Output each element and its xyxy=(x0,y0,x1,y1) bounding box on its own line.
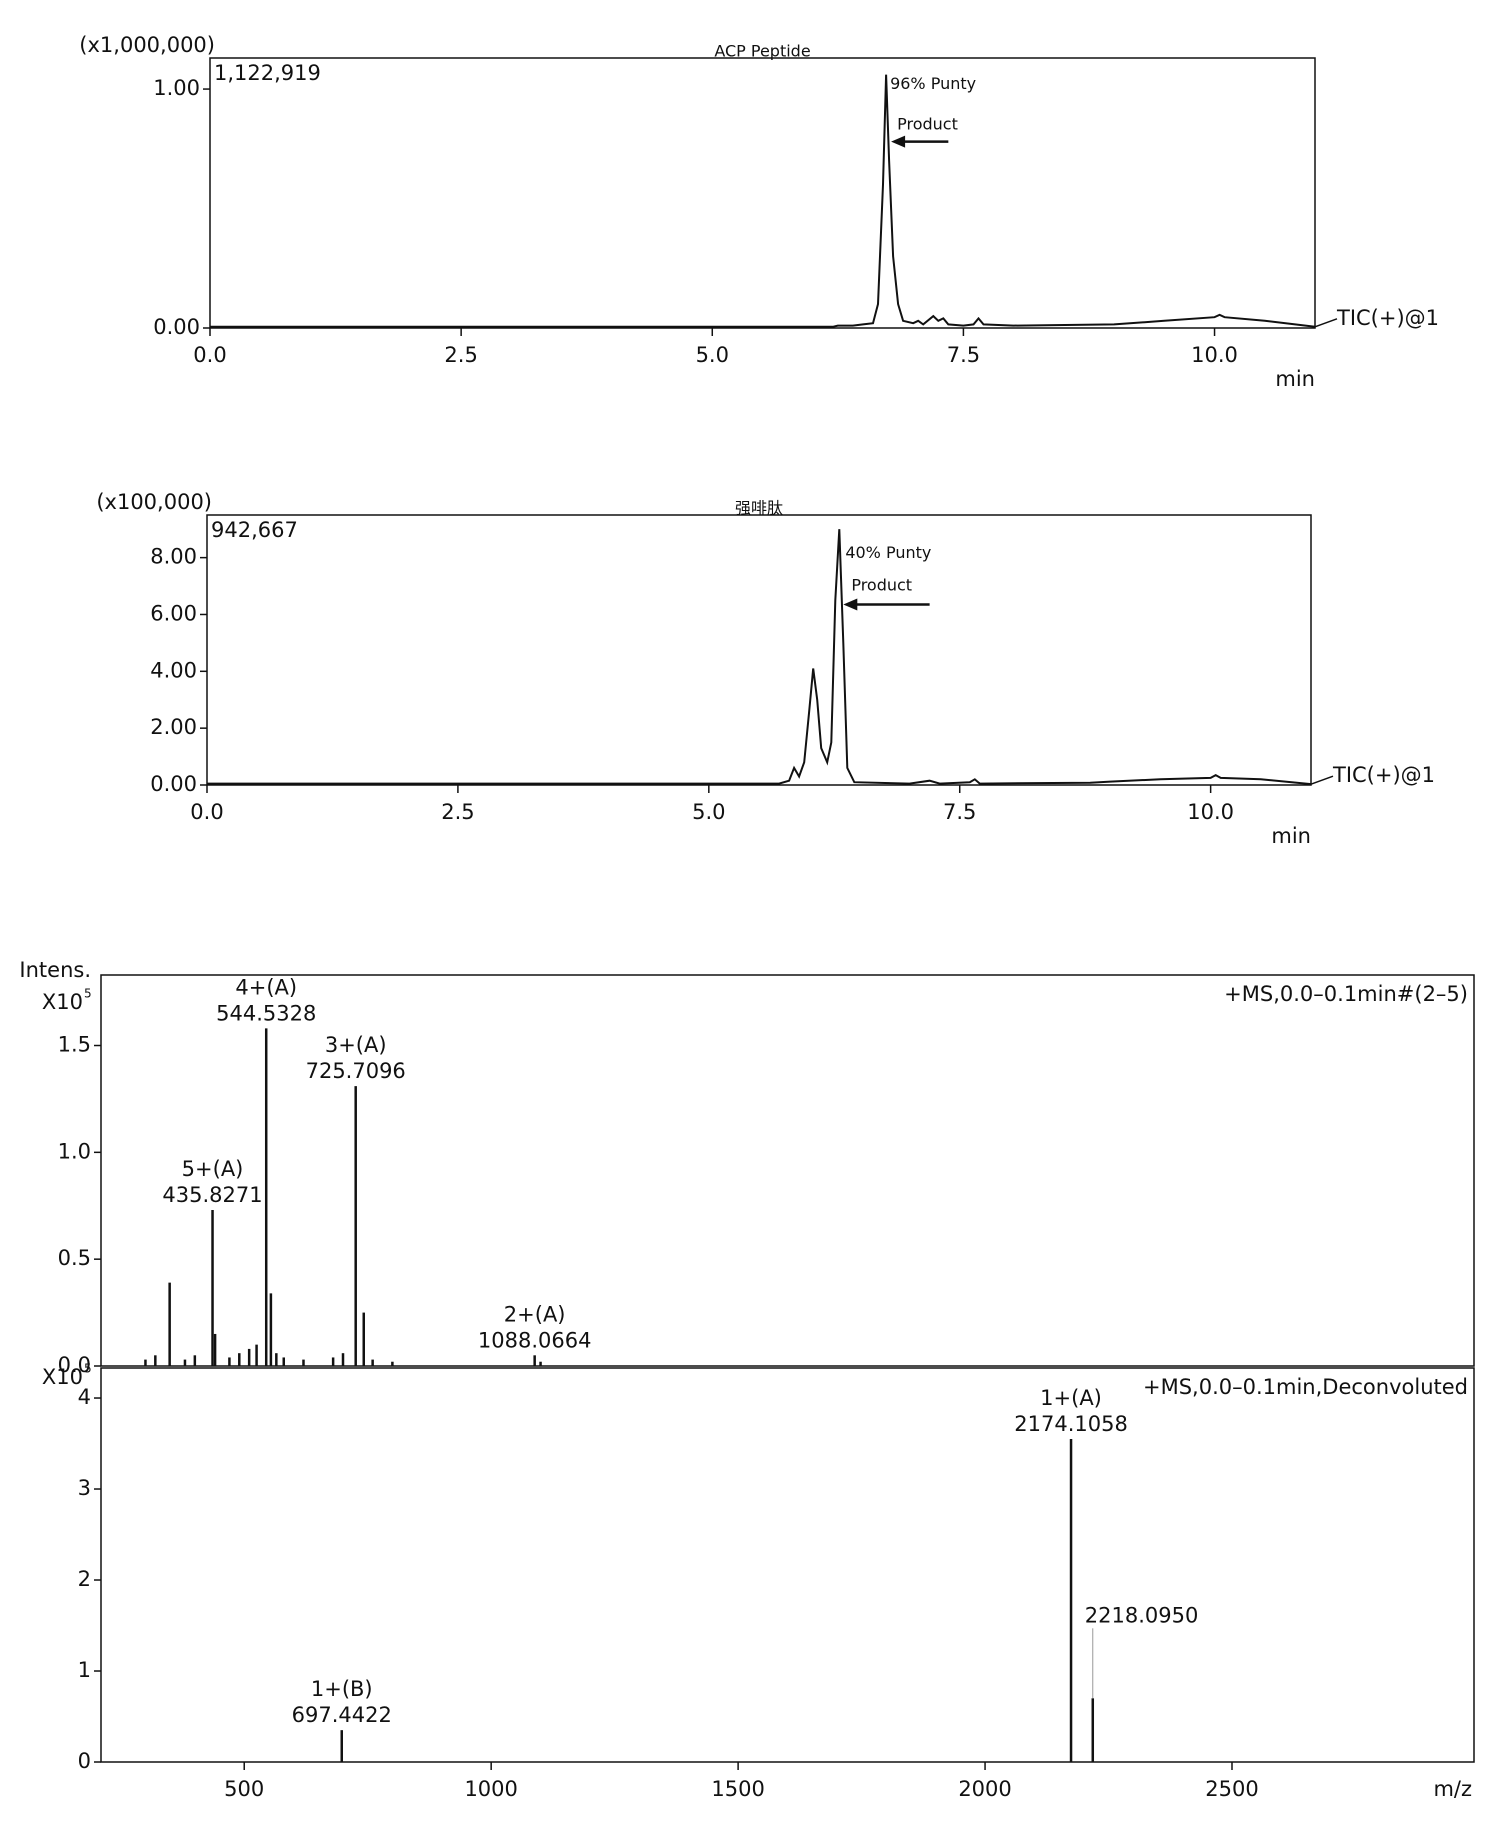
x-tick-label: 2000 xyxy=(958,1777,1011,1801)
y-tick-label: 3 xyxy=(78,1476,91,1500)
plot-frame xyxy=(206,514,1312,786)
y-tick-label: 4.00 xyxy=(150,658,197,682)
x-tick-label: 7.5 xyxy=(947,343,980,367)
x-tick-label: 0.0 xyxy=(193,343,226,367)
x-tick-label: 1500 xyxy=(711,1777,764,1801)
y-multiplier: (x1,000,000) xyxy=(79,33,215,57)
plot-frame xyxy=(209,57,1316,329)
charge-label: 3+(A) xyxy=(325,1033,387,1057)
y-tick-label: 1.0 xyxy=(58,1139,91,1163)
mz-label: 725.7096 xyxy=(306,1059,406,1083)
y-tick-label: 0.5 xyxy=(58,1246,91,1270)
annotation: 96% Punty xyxy=(890,74,976,93)
y-tick-label: 1.00 xyxy=(153,76,200,100)
y-tick-label: 4 xyxy=(78,1385,91,1409)
trace-line xyxy=(207,529,1312,786)
x-tick-label: 1000 xyxy=(464,1777,517,1801)
annotation: Product xyxy=(851,576,912,595)
legend-label: +MS,0.0–0.1min,Deconvoluted xyxy=(1143,1375,1468,1399)
arrow-head xyxy=(891,135,906,148)
x-tick-label: 5.0 xyxy=(696,343,729,367)
plot-frame xyxy=(100,1367,1475,1763)
plot-frame xyxy=(100,974,1475,1367)
annotation: Product xyxy=(897,114,958,133)
mz-label: 2218.0950 xyxy=(1085,1603,1199,1627)
x-axis-label: min xyxy=(1271,824,1311,848)
y-tick-label: 1 xyxy=(78,1658,91,1682)
y-multiplier: (x100,000) xyxy=(96,490,212,514)
mz-label: 435.8271 xyxy=(162,1183,262,1207)
x-tick-label: 10.0 xyxy=(1191,343,1238,367)
trace-line xyxy=(210,74,1316,328)
charge-label: 1+(A) xyxy=(1040,1386,1102,1410)
x-tick-label: 2.5 xyxy=(444,343,477,367)
y-exponent: 5 xyxy=(84,987,92,1001)
y-tick-label: 2 xyxy=(78,1567,91,1591)
y-tick-label: 0.00 xyxy=(153,315,200,339)
chart-title: ACP Peptide xyxy=(714,42,810,61)
chart-title: 强啡肽 xyxy=(735,499,783,518)
y-tick-label: 0 xyxy=(78,1749,91,1773)
trace-label: TIC(+)@1 xyxy=(1336,306,1439,330)
mz-label: 544.5328 xyxy=(216,1001,316,1025)
trace-leader xyxy=(1310,775,1334,785)
charge-label: 4+(A) xyxy=(235,975,297,999)
charge-label: 2+(A) xyxy=(504,1302,566,1326)
annotation: 40% Punty xyxy=(845,543,931,562)
y-tick-label: 8.00 xyxy=(150,545,197,569)
y-tick-label: 6.00 xyxy=(150,601,197,625)
x-tick-label: 10.0 xyxy=(1187,800,1234,824)
charge-label: 5+(A) xyxy=(182,1157,244,1181)
y-tick-label: 1.5 xyxy=(58,1033,91,1057)
x-tick-label: 7.5 xyxy=(943,800,976,824)
x-tick-label: 0.0 xyxy=(190,800,223,824)
y-axis-label: Intens. xyxy=(19,958,91,982)
y-exponent: 5 xyxy=(84,1362,92,1376)
x-tick-label: 2.5 xyxy=(441,800,474,824)
y-multiplier: X10 xyxy=(42,1365,83,1389)
x-axis-label: m/z xyxy=(1433,1777,1472,1801)
mz-label: 2174.1058 xyxy=(1014,1412,1128,1436)
max-intensity: 1,122,919 xyxy=(214,61,321,85)
x-tick-label: 500 xyxy=(224,1777,264,1801)
x-tick-label: 5.0 xyxy=(692,800,725,824)
y-tick-label: 2.00 xyxy=(150,715,197,739)
mz-label: 1088.0664 xyxy=(478,1328,592,1352)
y-tick-label: 0.0 xyxy=(58,1353,91,1377)
y-tick-label: 0.00 xyxy=(150,772,197,796)
trace-label: TIC(+)@1 xyxy=(1332,763,1435,787)
x-axis-label: min xyxy=(1275,367,1315,391)
x-tick-label: 2500 xyxy=(1205,1777,1258,1801)
arrow-head xyxy=(843,598,858,611)
trace-leader xyxy=(1314,318,1338,328)
y-multiplier: X10 xyxy=(42,990,83,1014)
mz-label: 697.4422 xyxy=(292,1703,392,1727)
max-intensity: 942,667 xyxy=(211,518,298,542)
legend-label: +MS,0.0–0.1min#(2–5) xyxy=(1224,982,1468,1006)
charge-label: 1+(B) xyxy=(311,1677,373,1701)
